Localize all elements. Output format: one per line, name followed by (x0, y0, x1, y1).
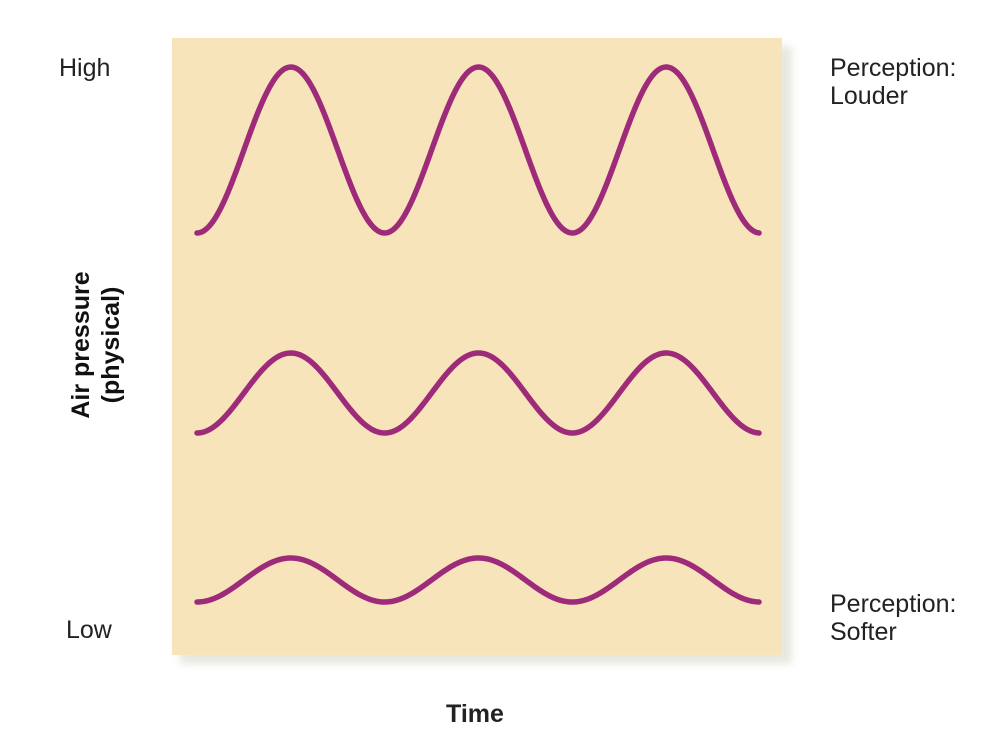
waveform-panel (172, 38, 782, 655)
y-axis-label-line2: (physical) (97, 286, 125, 404)
wave-loud (194, 64, 762, 236)
softer-label-line2: Softer (830, 618, 897, 646)
wave-medium (194, 350, 762, 436)
softer-label-line1: Perception: (830, 590, 957, 618)
louder-label-line2: Louder (830, 82, 908, 110)
panel-background (172, 38, 782, 655)
y-axis-label-line1: Air pressure (67, 271, 95, 419)
louder-label-line1: Perception: (830, 54, 957, 82)
y-axis-label: Air pressure (physical) (66, 271, 126, 418)
softer-label: Perception: Softer (830, 590, 956, 646)
low-label: Low (66, 616, 112, 644)
x-axis-label: Time (446, 700, 504, 728)
wave-soft (194, 555, 762, 605)
louder-label: Perception: Louder (830, 54, 956, 110)
high-label: High (59, 54, 111, 82)
